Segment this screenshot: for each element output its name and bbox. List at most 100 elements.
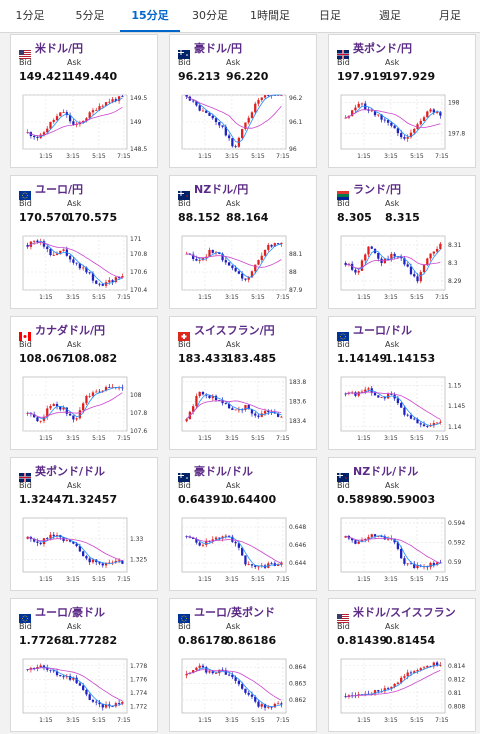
tab-5[interactable]: 1時間足 [250,9,290,22]
ask-label: Ask [226,481,241,490]
candle-body [276,703,280,705]
rate-card[interactable]: ユーロ/英ポンド Bid Ask 0.86178 0.86186 0.864 0.863 0.… [169,598,317,732]
y-tick-label: 0.646 [289,542,306,549]
rate-card[interactable]: 米ドル/スイスフラン Bid Ask 0.81439 0.81454 0.814 0.812… [328,598,476,732]
pair-name[interactable]: 英ポンド/ドル [35,465,106,478]
pair-name[interactable]: 米ドル/円 [35,42,84,55]
pair-name[interactable]: 英ポンド/円 [353,42,413,55]
mini-chart[interactable]: 108 107.8 107.6 1:15 3:15 5:15 7:15 [17,373,153,445]
card-header: 英ポンド/ドル [19,464,106,482]
pair-name[interactable]: 豪ドル/ドル [194,465,254,478]
ask-label: Ask [67,340,82,349]
candle-body [260,704,263,707]
candle-body [257,100,260,104]
candle-body [406,264,409,267]
candle-body [247,692,250,695]
mini-chart[interactable]: 96.2 96.1 96 1:15 3:15 5:15 7:15 [176,91,312,163]
candle-body [257,415,260,417]
mini-chart[interactable]: 149.5 149 148.5 1:15 3:15 5:15 7:15 [17,91,153,163]
mini-chart[interactable]: 0.814 0.812 0.81 0.808 1:15 3:15 5:15 7:15 [335,655,471,727]
candle-body [201,391,205,395]
tab-1[interactable]: 1分足 [15,9,45,22]
rate-card[interactable]: 英ポンド/ドル Bid Ask 1.32447 1.32457 1.33 1.325 1:15… [10,457,158,591]
mini-chart[interactable]: 1.33 1.325 1:15 3:15 5:15 7:15 [17,514,153,586]
x-tick-label: 3:15 [225,576,239,583]
candle-body [82,403,85,411]
mini-chart[interactable]: 198 197.8 1:15 3:15 5:15 7:15 [335,91,471,163]
pair-name[interactable]: ユーロ/英ポンド [194,606,276,619]
candle-body [82,267,85,269]
pair-name[interactable]: ユーロ/ドル [353,324,413,337]
rate-card[interactable]: NZドル/ドル Bid Ask 0.58989 0.59003 0.594 0.592 0.5… [328,457,476,591]
candle-body [185,95,188,97]
pair-name[interactable]: ユーロ/円 [35,183,84,196]
pair-name[interactable]: ユーロ/豪ドル [35,606,106,619]
rate-card[interactable]: 豪ドル/ドル Bid Ask 0.64391 0.64400 0.648 0.646 0.64… [169,457,317,591]
rate-card[interactable]: 英ポンド/円 Bid Ask 197.919 197.929 198 197.8 1:15 3:… [328,34,476,168]
mini-chart[interactable]: 1.778 1.776 1.774 1.772 1:15 3:15 5:15 7:15 [17,655,153,727]
mini-chart[interactable]: 0.648 0.646 0.644 1:15 3:15 5:15 7:15 [176,514,312,586]
candle-body [55,253,59,255]
rate-card[interactable]: 豪ドル/円 Bid Ask 96.213 96.220 96.2 96.1 96 1:15 3:1… [169,34,317,168]
long-ma-line [27,242,123,279]
long-ma-line [186,669,282,701]
candle-body [244,122,247,130]
candle-body [75,124,78,126]
candle-body [224,403,227,404]
rate-card[interactable]: ユーロ/円 Bid Ask 170.570 170.575 171 170.8 170.6 17… [10,175,158,309]
candle-body [91,110,95,113]
candle-body [429,562,432,568]
mini-chart[interactable]: 0.864 0.863 0.862 1:15 3:15 5:15 7:15 [176,655,312,727]
mini-chart[interactable]: 8.31 8.3 8.29 1:15 3:15 5:15 7:15 [335,232,471,304]
pair-name[interactable]: NZドル/ドル [353,465,419,478]
candle-body [234,409,237,411]
tab-2[interactable]: 5分足 [75,9,105,22]
pair-name[interactable]: 米ドル/スイスフラン [353,606,456,619]
rate-card[interactable]: ユーロ/豪ドル Bid Ask 1.77268 1.77282 1.778 1.776 1.7… [10,598,158,732]
x-tick-label: 1:15 [39,717,53,724]
pair-name[interactable]: スイスフラン/円 [194,324,275,337]
pair-name[interactable]: NZドル/円 [194,183,249,196]
rate-card[interactable]: ランド/円 Bid Ask 8.305 8.315 8.31 8.3 8.29 1:15 3:15… [328,175,476,309]
candle-body [108,280,111,283]
pair-name[interactable]: ランド/円 [353,183,402,196]
tab-8[interactable]: 月足 [439,9,461,22]
candle-body [426,665,429,668]
candle-body [244,555,247,565]
candle-body [360,391,364,393]
rate-card[interactable]: NZドル/円 Bid Ask 88.152 88.164 88.1 88 87.9 1:15 3:… [169,175,317,309]
y-tick-label: 1.778 [130,663,147,670]
candle-body [101,105,104,107]
candle-body [218,252,221,254]
candle-body [49,248,52,256]
bid-value: 149.421 [19,70,70,83]
candle-body [121,96,124,98]
tab-3[interactable]: 15分足 [120,0,180,32]
mini-chart[interactable]: 88.1 88 87.9 1:15 3:15 5:15 7:15 [176,232,312,304]
tab-6[interactable]: 日足 [319,9,341,22]
mini-chart[interactable]: 1.15 1.145 1.14 1:15 3:15 5:15 7:15 [335,373,471,445]
tab-4[interactable]: 30分足 [192,9,228,22]
candle-body [98,562,101,564]
candle-body [364,389,367,392]
ask-value: 88.164 [226,211,269,224]
pair-name[interactable]: 豪ドル/円 [194,42,243,55]
candle-body [36,417,39,422]
candle-body [267,411,270,413]
pair-name[interactable]: カナダドル/円 [35,324,106,337]
bid-label: Bid [337,58,350,67]
candle-body [72,121,75,125]
rate-card[interactable]: ユーロ/ドル Bid Ask 1.14149 1.14153 1.15 1.145 1.14 1… [328,316,476,450]
mini-chart[interactable]: 171 170.8 170.6 170.4 1:15 3:15 5:15 7:15 [17,232,153,304]
mini-chart[interactable]: 0.594 0.592 0.59 1:15 3:15 5:15 7:15 [335,514,471,586]
candle-body [377,252,380,259]
candle-body [95,701,98,703]
rate-card[interactable]: カナダドル/円 Bid Ask 108.067 108.082 108 107.8 107.6… [10,316,158,450]
candle-body [192,254,195,259]
candle-body [108,101,111,103]
mini-chart[interactable]: 183.8 183.6 183.4 1:15 3:15 5:15 7:15 [176,373,312,445]
candle-body [416,565,419,569]
rate-card[interactable]: スイスフラン/円 Bid Ask 183.433 183.485 183.8 183.6 18… [169,316,317,450]
rate-card[interactable]: 米ドル/円 Bid Ask 149.421 149.440 149.5 149 148.5 1:… [10,34,158,168]
tab-7[interactable]: 週足 [379,9,401,22]
